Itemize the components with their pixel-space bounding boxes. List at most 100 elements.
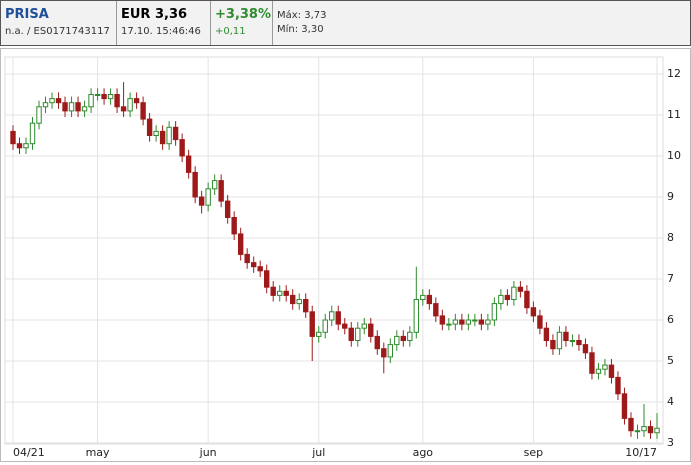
y-tick-label: 9 [667, 190, 674, 203]
candle-body [159, 130, 166, 145]
candle-body [257, 266, 263, 272]
candle-body [153, 130, 159, 137]
candle-body [23, 143, 29, 149]
range-cell: Máx: 3,73 Mín: 3,30 [273, 1, 363, 45]
candle-body [335, 311, 341, 325]
candle-body [563, 331, 569, 341]
candle-body [621, 393, 628, 419]
candle-body [29, 122, 36, 145]
change-cell: +3,38% +0,11 [211, 1, 273, 45]
candle-body [316, 331, 322, 337]
candle-body [407, 331, 413, 341]
candle-body [224, 200, 231, 219]
candle-body [381, 348, 387, 358]
candle-body [537, 315, 543, 329]
candle-body [348, 327, 354, 342]
candle-body [192, 171, 198, 198]
candle-body [582, 344, 589, 354]
candle-body [185, 155, 192, 173]
timestamp: 17.10. 15:46:46 [121, 26, 201, 37]
instrument-id: n.a. / ES0171743117 [5, 26, 110, 37]
candle-body [120, 106, 127, 112]
candle-body [75, 102, 81, 112]
x-tick-label: ago [413, 446, 434, 459]
y-tick-label: 7 [667, 272, 674, 285]
x-tick-label: jul [311, 446, 325, 459]
candle-body [244, 253, 250, 264]
candle-body [81, 106, 88, 112]
candle-body [263, 270, 270, 288]
x-tick-label: may [86, 446, 110, 459]
candle-body [250, 262, 257, 268]
price-cell: EUR 3,36 17.10. 15:46:46 [117, 1, 211, 45]
candle-body [543, 327, 550, 342]
candle-body [342, 323, 348, 329]
candle-body [491, 303, 498, 321]
y-tick-label: 8 [667, 231, 674, 244]
candle-body [595, 368, 602, 374]
y-tick-label: 11 [667, 108, 681, 121]
candle-body [524, 290, 530, 309]
candle-body [107, 94, 114, 100]
chart: 3 4 5 6 7 8 9 10 11 12 04/21 may jun jul ago sep 10/17 [4, 56, 681, 459]
y-tick-label: 12 [667, 67, 681, 80]
candle-body [498, 294, 504, 305]
candle-body [517, 286, 524, 292]
x-tick-label: sep [524, 446, 543, 459]
candle-body [88, 94, 94, 108]
candle-body [446, 323, 452, 326]
candle-body [433, 303, 439, 317]
candle-body [641, 426, 647, 432]
candle-body [374, 335, 380, 350]
candle-body [472, 319, 478, 322]
chart-frame: 3 4 5 6 7 8 9 10 11 12 04/21 may jun jul ago sep 10/17 [0, 48, 691, 462]
candle-body [654, 427, 660, 434]
candle-body [569, 340, 576, 342]
candle-body [439, 315, 446, 325]
candle-body [426, 294, 433, 305]
candle-body [394, 335, 400, 346]
candle-body [478, 319, 485, 325]
candle-body [368, 323, 374, 337]
candle-body [303, 299, 309, 313]
candle-body [172, 126, 179, 141]
candle-body [218, 180, 224, 202]
candle-body [530, 307, 537, 317]
candle-body [36, 106, 42, 124]
candle-body [114, 94, 120, 108]
candle-body [237, 233, 244, 255]
candle-body [608, 364, 615, 378]
x-tick-label: 10/17 [625, 446, 657, 459]
candle-body [49, 98, 55, 104]
candle-body [42, 102, 49, 108]
price: EUR 3,36 [121, 7, 188, 22]
candle-body [231, 217, 237, 235]
instrument-name: PRISA [5, 7, 49, 22]
candle-body [62, 102, 68, 112]
candle-body [270, 286, 276, 296]
candle-body [127, 98, 133, 112]
candle-body [68, 102, 75, 112]
candle-body [283, 290, 289, 296]
candle-body [166, 126, 172, 145]
quote-header: PRISA n.a. / ES0171743117 EUR 3,36 17.10… [0, 0, 691, 46]
candle-body [322, 319, 328, 333]
candle-body [211, 180, 218, 190]
candle-body [277, 290, 283, 296]
change-percent: +3,38% [215, 7, 271, 22]
candle-body [94, 94, 101, 96]
candle-body [205, 188, 211, 206]
candle-body [550, 340, 556, 350]
instrument-cell: PRISA n.a. / ES0171743117 [1, 1, 117, 45]
candle-body [420, 294, 426, 300]
candle-body [16, 143, 23, 149]
candle-body [387, 344, 393, 358]
candle-body [511, 286, 517, 300]
candle-body [400, 335, 407, 341]
candle-body [615, 376, 621, 395]
candle-body [589, 352, 595, 374]
candle-body [452, 319, 459, 325]
candle-body [361, 323, 367, 329]
candle-body [413, 299, 420, 333]
